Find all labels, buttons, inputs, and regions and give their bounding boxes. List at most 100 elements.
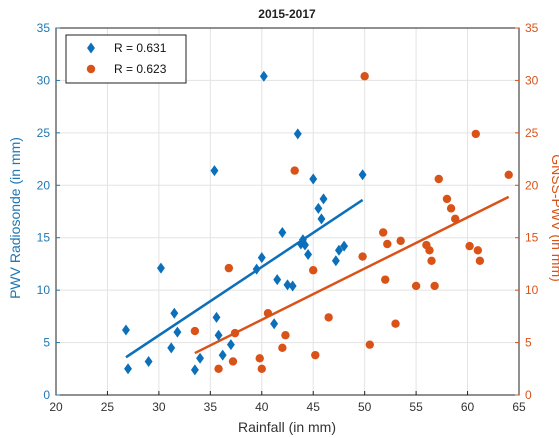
point-gnss (255, 354, 264, 363)
x-tick-label: 40 (255, 400, 269, 414)
data-points (122, 70, 513, 376)
x-tick-label: 50 (358, 400, 372, 414)
left-tick-label: 20 (37, 178, 51, 192)
point-gnss (324, 313, 333, 322)
point-radiosonde (252, 263, 261, 275)
point-radiosonde (210, 165, 219, 177)
point-gnss (228, 357, 238, 366)
right-y-axis-label: GNSS-PWV (in mm) (549, 154, 559, 282)
point-gnss (358, 252, 367, 261)
point-gnss (504, 170, 513, 179)
point-radiosonde (273, 274, 282, 286)
point-radiosonde (167, 342, 176, 354)
plot-frame (55, 27, 520, 396)
right-tick-label: 15 (525, 231, 539, 245)
point-radiosonde (218, 349, 227, 361)
point-radiosonde (144, 355, 153, 367)
point-gnss (190, 326, 200, 336)
point-gnss (278, 343, 287, 353)
point-radiosonde (196, 352, 205, 364)
point-radiosonde (226, 339, 235, 351)
point-gnss (471, 129, 480, 139)
chart-title: 2015-2017 (258, 7, 316, 21)
legend-label-radiosonde: R = 0.631 (114, 41, 167, 55)
point-gnss (230, 328, 240, 338)
point-gnss (378, 228, 388, 237)
point-radiosonde (309, 173, 318, 185)
right-tick-label: 35 (525, 21, 539, 35)
point-radiosonde (301, 239, 309, 251)
left-tick-label: 0 (43, 388, 50, 402)
point-gnss (475, 256, 485, 265)
right-axis-ticks: 0 5 10 15 20 25 30 35 (515, 21, 539, 402)
point-gnss (473, 246, 483, 255)
point-radiosonde (259, 70, 268, 82)
point-radiosonde (156, 262, 165, 274)
point-gnss (309, 266, 318, 275)
point-radiosonde (340, 240, 349, 252)
point-gnss (442, 194, 452, 204)
point-gnss (311, 350, 320, 360)
x-tick-label: 65 (512, 400, 526, 414)
point-radiosonde (278, 226, 287, 238)
point-radiosonde (124, 363, 132, 375)
legend: R = 0.631 R = 0.623 (65, 34, 187, 84)
point-gnss (425, 246, 434, 255)
point-gnss (263, 309, 273, 318)
point-gnss (427, 256, 436, 265)
point-radiosonde (173, 326, 182, 338)
point-gnss (290, 166, 299, 175)
point-gnss (451, 214, 460, 224)
point-radiosonde (214, 329, 223, 341)
point-radiosonde (293, 128, 302, 140)
x-tick-label: 25 (101, 400, 115, 414)
right-tick-label: 20 (525, 178, 539, 192)
point-radiosonde (170, 307, 179, 319)
left-tick-label: 35 (37, 21, 51, 35)
x-tick-label: 20 (49, 400, 63, 414)
left-tick-label: 15 (37, 231, 51, 245)
point-radiosonde (122, 324, 130, 336)
x-tick-label: 30 (152, 400, 166, 414)
right-tick-label: 0 (525, 388, 532, 402)
legend-marker-gnss (86, 64, 96, 74)
left-axis-ticks: 0 5 10 15 20 25 30 35 (37, 21, 60, 402)
point-gnss (411, 281, 421, 291)
point-gnss (434, 174, 443, 184)
point-gnss (383, 239, 392, 249)
point-gnss (224, 263, 234, 273)
point-radiosonde (331, 255, 340, 267)
point-gnss (446, 204, 456, 213)
left-tick-label: 30 (37, 73, 51, 87)
point-radiosonde (288, 280, 297, 292)
left-tick-label: 25 (37, 126, 51, 140)
point-gnss (465, 241, 474, 251)
left-tick-label: 5 (43, 336, 50, 350)
point-gnss (281, 331, 290, 340)
x-tick-label: 45 (307, 400, 321, 414)
point-radiosonde (257, 252, 266, 264)
x-tick-label: 60 (461, 400, 475, 414)
legend-marker-radiosonde (87, 42, 95, 54)
fit-line-radiosonde (125, 198, 364, 359)
point-radiosonde (190, 364, 199, 376)
point-radiosonde (314, 202, 323, 214)
right-tick-label: 5 (525, 336, 532, 350)
point-radiosonde (212, 311, 221, 323)
point-radiosonde (319, 193, 328, 205)
point-gnss (214, 364, 223, 373)
point-radiosonde (270, 318, 279, 330)
point-gnss (430, 281, 439, 291)
point-radiosonde (358, 169, 367, 181)
point-gnss (381, 275, 390, 284)
left-y-axis-label: PWV Radiosonde (in mm) (7, 137, 23, 299)
point-gnss (391, 319, 400, 328)
point-radiosonde (317, 213, 326, 225)
left-tick-label: 10 (37, 283, 51, 297)
point-radiosonde (304, 248, 313, 260)
point-gnss (360, 72, 369, 81)
legend-label-gnss: R = 0.623 (114, 62, 167, 76)
right-tick-label: 10 (525, 283, 539, 297)
x-tick-label: 35 (204, 400, 218, 414)
